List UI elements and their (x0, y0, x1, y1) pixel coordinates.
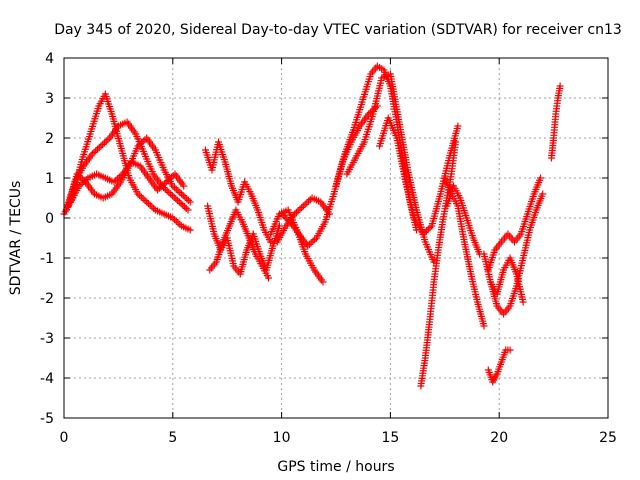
data-point (174, 196, 182, 204)
axis-ticks: 0 5 10 15 20 25 -5 -4 -3 -2 -1 0 1 2 3 4 (40, 51, 617, 446)
data-point (176, 188, 184, 196)
data-point (454, 122, 462, 130)
data-point (181, 203, 189, 211)
data-point (299, 202, 307, 210)
series-track-i (273, 194, 333, 246)
data-point (94, 145, 102, 153)
data-point (319, 278, 327, 286)
data-point (174, 187, 182, 195)
data-point (298, 204, 306, 212)
data-point (143, 198, 151, 206)
data-point (539, 190, 547, 198)
data-point (303, 199, 311, 207)
data-point (172, 185, 180, 193)
data-point (137, 193, 145, 201)
data-point (265, 274, 273, 282)
series-track-r (484, 174, 545, 274)
y-tick-label: -5 (40, 411, 54, 427)
y-tick-label: 0 (45, 211, 54, 227)
data-point (100, 139, 108, 147)
series-track-d (67, 158, 188, 206)
series-track-g (206, 206, 273, 282)
y-tick-label: -1 (40, 251, 54, 267)
data-point (184, 196, 192, 204)
x-tick-label: 25 (599, 430, 617, 446)
x-tick-label: 5 (168, 430, 177, 446)
data-point (294, 207, 302, 215)
series-track-j (278, 102, 381, 250)
x-tick-label: 10 (273, 430, 291, 446)
series-track-t (484, 346, 514, 386)
data-point (186, 198, 194, 206)
data-point (480, 322, 488, 330)
data-point (452, 138, 460, 146)
data-point (177, 200, 185, 208)
data-point (175, 198, 183, 206)
data-point (148, 203, 156, 211)
data-point (102, 137, 110, 145)
data-point (307, 239, 315, 247)
series-track-s (486, 254, 527, 306)
data-point (172, 195, 180, 203)
data-point (92, 147, 100, 155)
data-point (163, 187, 171, 195)
chart-title: Day 345 of 2020, Sidereal Day-to-day VTE… (54, 22, 622, 38)
data-point (95, 144, 103, 152)
x-tick-label: 15 (381, 430, 399, 446)
x-tick-label: 20 (490, 430, 508, 446)
series-track-e (201, 138, 275, 246)
y-tick-label: 1 (45, 171, 54, 187)
series-track-u (547, 82, 564, 162)
x-tick-label: 0 (60, 430, 69, 446)
data-point (90, 148, 98, 156)
data-point (182, 204, 190, 212)
data-point (179, 201, 187, 209)
data-point (181, 193, 189, 201)
data-point (141, 196, 149, 204)
data-point (170, 193, 178, 201)
data-point (178, 190, 186, 198)
data-point (174, 219, 182, 227)
data-point (146, 201, 154, 209)
data-point (519, 298, 527, 306)
series-track-a (60, 90, 194, 234)
data-point (309, 237, 317, 245)
x-axis-label: GPS time / hours (277, 459, 394, 475)
y-tick-label: -3 (40, 331, 54, 347)
y-axis-label: SDTVAR / TECUs (8, 181, 24, 296)
data-point (179, 192, 187, 200)
data-point (104, 136, 112, 144)
series-track-n (417, 138, 460, 390)
data-point (184, 206, 192, 214)
data-point (183, 195, 191, 203)
y-tick-label: 2 (45, 131, 54, 147)
data-point (301, 200, 309, 208)
data-point (180, 182, 188, 190)
data-point (172, 217, 180, 225)
y-tick-label: -2 (40, 291, 54, 307)
data-point (296, 205, 304, 213)
data-point (99, 140, 107, 148)
plot-frame (63, 57, 609, 419)
data-point (186, 226, 194, 234)
data-point (144, 200, 152, 208)
series-track-p (443, 182, 484, 258)
y-tick-label: -4 (40, 371, 54, 387)
data-point (139, 195, 147, 203)
data-point (423, 227, 431, 235)
series-track-m (376, 114, 462, 238)
data-point (167, 190, 175, 198)
data-point (556, 82, 564, 90)
data-points (60, 62, 564, 390)
data-point (537, 174, 545, 182)
data-point (267, 238, 275, 246)
data-point (506, 346, 514, 354)
data-point (168, 192, 176, 200)
y-tick-label: 3 (45, 91, 54, 107)
data-point (292, 208, 300, 216)
data-point (165, 188, 173, 196)
data-point (97, 142, 105, 150)
y-tick-label: 4 (45, 51, 54, 67)
